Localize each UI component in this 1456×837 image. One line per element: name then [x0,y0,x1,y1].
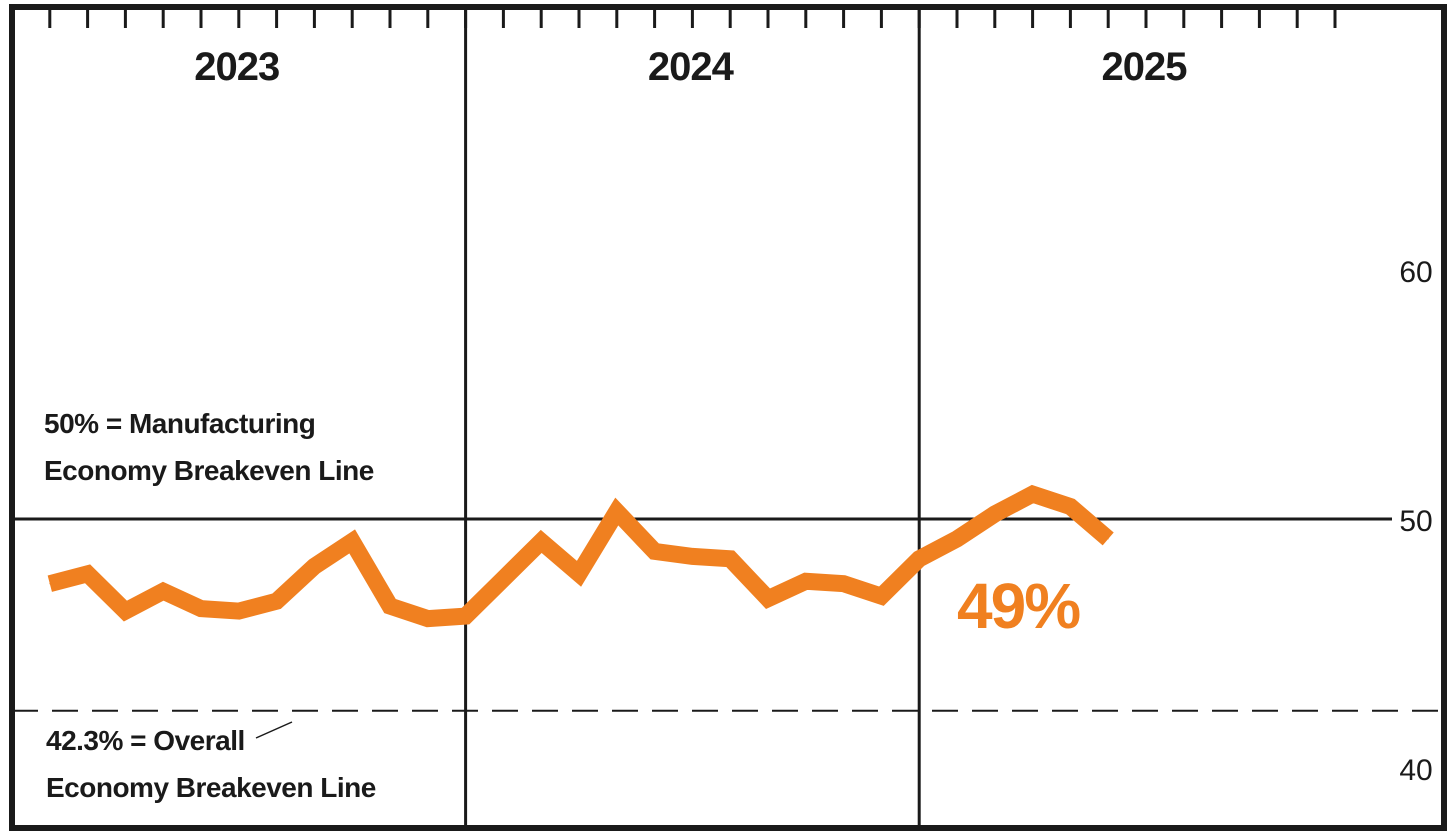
data-point [276,600,278,602]
data-point [502,578,504,580]
data-point [578,573,580,575]
y-tick-label: 50 [1399,505,1432,538]
month-ticks [48,10,1337,28]
data-point [1107,538,1109,540]
series-group [47,484,1114,628]
data-point [880,595,882,597]
reference-annotation-line: Economy Breakeven Line [46,772,376,803]
year-label: 2023 [194,45,279,89]
year-label: 2025 [1102,45,1188,89]
year-label: 2024 [648,45,735,89]
year-labels: 2023 2024 2025 [194,45,1188,89]
data-point [729,558,731,560]
data-point [465,615,467,617]
data-point [843,583,845,585]
data-point [351,540,353,542]
data-point [654,550,656,552]
reference-annotation-line: 50% = Manufacturing [44,408,315,439]
plot-frame [9,4,1447,831]
data-point [767,598,769,600]
year-dividers [464,10,921,828]
data-point [956,538,958,540]
reference-annotation-line: Economy Breakeven Line [44,455,374,486]
data-point [124,610,126,612]
reference-lines [12,517,1444,712]
data-point [238,610,240,612]
data-point [918,558,920,560]
data-point [540,540,542,542]
data-point [389,605,391,607]
y-tick-label: 40 [1399,754,1432,787]
y-tick-label: 60 [1399,256,1432,289]
last-value-label: 49% [957,570,1080,642]
data-point [200,608,202,610]
data-point [616,511,618,513]
data-point [87,573,89,575]
annotation-leader [255,721,293,739]
data-point [805,580,807,582]
data-point [691,555,693,557]
series-line [47,484,1114,628]
data-point [162,590,164,592]
data-point [427,618,429,620]
data-point [994,513,996,515]
data-point [49,583,51,585]
y-axis-ticks: 60 50 40 [1399,256,1432,787]
data-point [1069,506,1071,508]
data-point [313,565,315,567]
data-point [1032,493,1034,495]
reference-annotations: 50% = Manufacturing Economy Breakeven Lin… [44,408,376,803]
reference-annotation-line: 42.3% = Overall [46,725,245,756]
